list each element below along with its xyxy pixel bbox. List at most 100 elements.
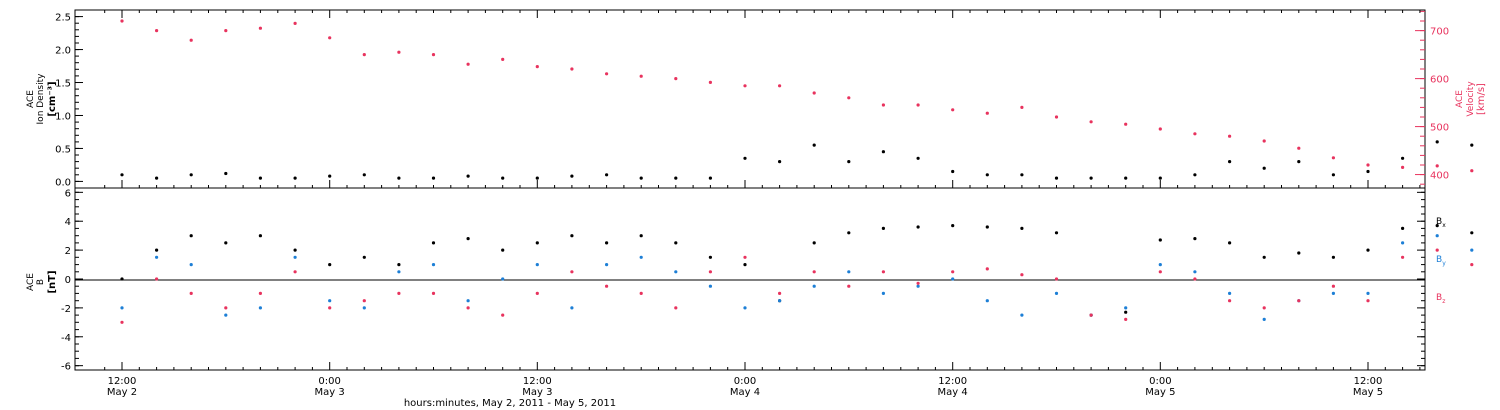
bx-point [1262, 255, 1266, 259]
b-tick-label: -2 [61, 304, 71, 315]
top-series-1-point [708, 80, 713, 84]
time-tick-label: 0:00 [318, 376, 340, 387]
bz-point [120, 320, 124, 324]
bz-point [1401, 255, 1405, 259]
bx-point [881, 226, 886, 230]
bz-point [362, 299, 366, 303]
density-tick-label: 1.0 [55, 111, 71, 122]
top-series-1-point [674, 77, 678, 81]
by-point [1435, 234, 1439, 238]
top-series-1-point [881, 103, 886, 107]
by-point [258, 306, 262, 310]
by-point [1124, 306, 1128, 310]
by-point [1054, 291, 1059, 295]
bx-point [1297, 251, 1301, 255]
top-series-1-point [916, 103, 920, 107]
bz-point [1228, 299, 1232, 303]
bz-point [847, 284, 851, 288]
bz-point [639, 291, 643, 295]
bx-point [674, 241, 678, 245]
top-series-0-point [328, 174, 332, 178]
density-axis-label: ACE Ion Density [cm⁻³] [26, 73, 58, 125]
top-series-0-point [1020, 173, 1024, 177]
by-point [951, 277, 955, 281]
by-point [778, 299, 782, 303]
bz-point [189, 291, 193, 295]
time-axis-title: hours:minutes, May 2, 2011 - May 5, 2011 [404, 398, 616, 409]
bottom-panel-frame [74, 187, 1426, 371]
top-series-1-point [1401, 165, 1405, 169]
bx-point [570, 234, 574, 238]
date-tick-label: May 5 [1353, 387, 1383, 398]
top-panel-data-points [120, 19, 1474, 180]
top-series-1-point [1020, 105, 1024, 109]
top-series-0-point [1124, 176, 1128, 180]
b-field-axis: -6 -4 -2 0 2 4 6 [61, 188, 1425, 373]
date-tick-label: May 4 [938, 387, 968, 398]
by-point [1020, 313, 1024, 317]
top-series-1-point [1054, 115, 1059, 119]
legend-bx: Bx [1436, 217, 1446, 229]
top-series-1-point [120, 19, 124, 23]
bx-point [847, 231, 851, 235]
velocity-tick-label: 400 [1430, 171, 1449, 182]
top-series-1-point [1331, 156, 1335, 160]
top-series-1-point [1366, 163, 1370, 167]
top-series-0-point [570, 174, 574, 178]
bx-point [743, 263, 747, 267]
bz-point [985, 267, 989, 271]
top-series-1-point [1089, 120, 1093, 124]
by-point [570, 306, 574, 310]
bx-point [189, 234, 193, 238]
top-series-1-point [778, 84, 782, 88]
top-series-1-point [189, 38, 193, 42]
bz-point [1193, 277, 1197, 281]
top-series-0-point [881, 150, 886, 154]
bz-point [951, 270, 955, 274]
bz-point [397, 291, 401, 295]
top-series-0-point [189, 173, 193, 177]
bz-point [155, 277, 159, 281]
bx-point [362, 255, 366, 259]
by-point [1158, 263, 1162, 267]
top-series-1-point [1124, 122, 1128, 126]
by-point [1228, 291, 1232, 295]
bz-point [812, 270, 816, 274]
date-tick-label: May 4 [730, 387, 760, 398]
top-series-0-point [155, 176, 159, 180]
bz-point [1331, 284, 1335, 288]
by-point [639, 255, 643, 259]
top-series-1-point [466, 62, 470, 66]
bx-point [501, 248, 505, 252]
bz-point [708, 270, 713, 274]
top-series-0-point [535, 176, 539, 180]
top-series-0-point [1470, 143, 1474, 147]
bx-point [639, 234, 643, 238]
bz-point [501, 313, 505, 317]
top-series-0-point [1401, 156, 1405, 160]
top-series-0-point [293, 176, 297, 180]
by-point [916, 284, 920, 288]
by-point [605, 263, 609, 267]
top-series-0-point [501, 176, 505, 180]
bz-point [1054, 277, 1059, 281]
by-point [535, 263, 539, 267]
bx-point [120, 277, 124, 281]
by-point [120, 306, 124, 310]
top-series-0-point [466, 174, 470, 178]
velocity-label-line1: ACE [1455, 90, 1465, 108]
bx-point [1020, 226, 1024, 230]
density-label-line3: [cm⁻³] [47, 81, 58, 116]
by-point [1331, 291, 1335, 295]
top-series-1-point [847, 96, 851, 100]
date-tick-label: May 3 [315, 387, 345, 398]
by-point [812, 284, 816, 288]
top-series-0-point [605, 173, 609, 177]
time-tick-label: 12:00 [108, 376, 137, 387]
bx-point [1470, 231, 1474, 235]
bz-point [1124, 317, 1128, 321]
top-series-1-point [431, 53, 436, 57]
top-series-0-point [1435, 140, 1439, 144]
